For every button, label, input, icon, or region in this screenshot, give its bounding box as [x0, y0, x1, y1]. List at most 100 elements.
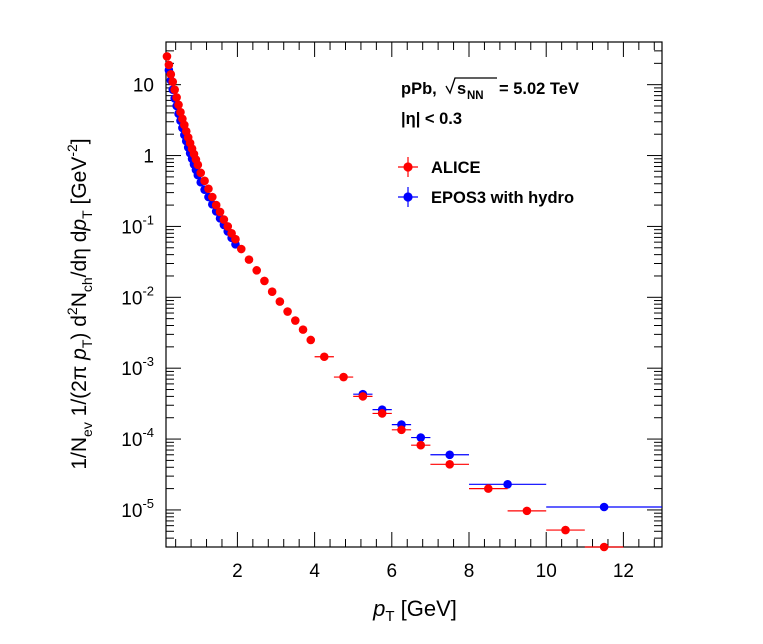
legend: ALICE EPOS3 with hydro [398, 157, 574, 207]
marker [599, 542, 609, 552]
y-tick-label: 10-3 [121, 354, 154, 380]
annotation-energy: = 5.02 TeV [499, 80, 579, 98]
legend-marker-epos3 [398, 187, 418, 207]
marker [204, 184, 213, 194]
marker [291, 316, 300, 325]
y-tick-label: 10-5 [121, 496, 154, 522]
data-point [219, 215, 229, 224]
data-point [291, 316, 300, 325]
data-point [306, 335, 316, 345]
marker [208, 192, 217, 202]
data-point [166, 70, 176, 79]
y-tick-label: 10-4 [121, 425, 154, 451]
data-point [204, 184, 213, 194]
data-point [200, 176, 209, 186]
marker [397, 425, 406, 435]
x-axis-title: pT [GeV] [372, 596, 457, 625]
data-point [430, 450, 470, 460]
data-point [211, 200, 221, 210]
marker [162, 52, 172, 61]
data-point [546, 525, 585, 535]
marker [236, 244, 246, 254]
annotation-eta-cut: |η| < 0.3 [401, 110, 462, 128]
data-point [236, 244, 246, 254]
data-point [507, 506, 547, 516]
data-point [260, 276, 269, 286]
data-point [244, 255, 254, 264]
marker [599, 502, 609, 512]
marker [166, 70, 176, 79]
marker [164, 60, 174, 70]
marker [319, 352, 329, 362]
data-point [411, 440, 431, 450]
data-point [546, 502, 662, 512]
data-point [411, 433, 431, 442]
marker [196, 168, 206, 178]
annotation-system: pPb, [401, 80, 437, 98]
legend-label-epos3: EPOS3 with hydro [431, 189, 574, 207]
data-point [162, 52, 172, 61]
data-point [372, 409, 392, 418]
marker [172, 93, 181, 102]
marker [231, 234, 240, 244]
data-points [162, 52, 662, 552]
marker [219, 215, 229, 224]
data-point [430, 460, 470, 469]
axes: 2 4 6 8 10 12 10-5 10-4 10-3 10-2 10-1 1 10 [121, 41, 663, 582]
svg-text:1/Nev 1/(2π pT) d2Nch/dη dpT: 1/Nev 1/(2π pT) d2Nch/dη dpT [GeV-2] [64, 138, 95, 469]
y-axis-title: 1/Nev 1/(2π pT) d2Nch/dη dpT [GeV-2] [64, 138, 95, 469]
data-point [469, 480, 547, 489]
data-point [333, 372, 354, 382]
marker [416, 433, 426, 442]
marker [174, 100, 183, 110]
data-point [193, 160, 203, 170]
marker [275, 297, 285, 306]
data-point [391, 425, 412, 435]
data-point [168, 77, 178, 87]
x-tick-label: 8 [464, 561, 475, 582]
marker [244, 255, 254, 264]
data-point [174, 100, 183, 110]
marker [193, 160, 203, 170]
marker [283, 307, 292, 316]
x-tick-label: 12 [613, 561, 634, 582]
y-tick-label: 10-1 [121, 212, 154, 238]
marker [176, 107, 185, 117]
marker [358, 392, 368, 401]
data-point [275, 297, 285, 306]
sqrt-s-nn-symbol: s NN [445, 77, 497, 102]
data-point [196, 168, 206, 178]
data-point [314, 352, 334, 362]
data-point [298, 325, 308, 334]
data-point [176, 107, 185, 117]
marker [260, 276, 269, 286]
marker [445, 460, 455, 469]
marker [200, 176, 209, 186]
marker [298, 325, 308, 334]
marker [223, 222, 233, 231]
data-point [231, 234, 240, 244]
marker [377, 409, 387, 418]
y-tick-label: 10-2 [121, 283, 154, 309]
marker [416, 440, 426, 450]
marker [170, 85, 179, 94]
data-point [215, 207, 225, 217]
svg-text:s: s [457, 80, 466, 98]
series-alice [162, 52, 624, 552]
marker [211, 200, 221, 210]
data-point [170, 85, 179, 94]
data-point [208, 192, 217, 202]
data-point [252, 266, 262, 275]
y-tick-label: 1 [143, 147, 154, 168]
marker [252, 266, 262, 275]
x-tick-label: 6 [387, 561, 398, 582]
data-point [283, 307, 292, 316]
marker [484, 484, 493, 493]
x-tick-label: 2 [232, 561, 243, 582]
marker [561, 525, 570, 535]
data-point [584, 542, 624, 552]
data-point [353, 392, 373, 401]
series-epos3 [164, 65, 662, 512]
plot-frame [165, 41, 663, 548]
